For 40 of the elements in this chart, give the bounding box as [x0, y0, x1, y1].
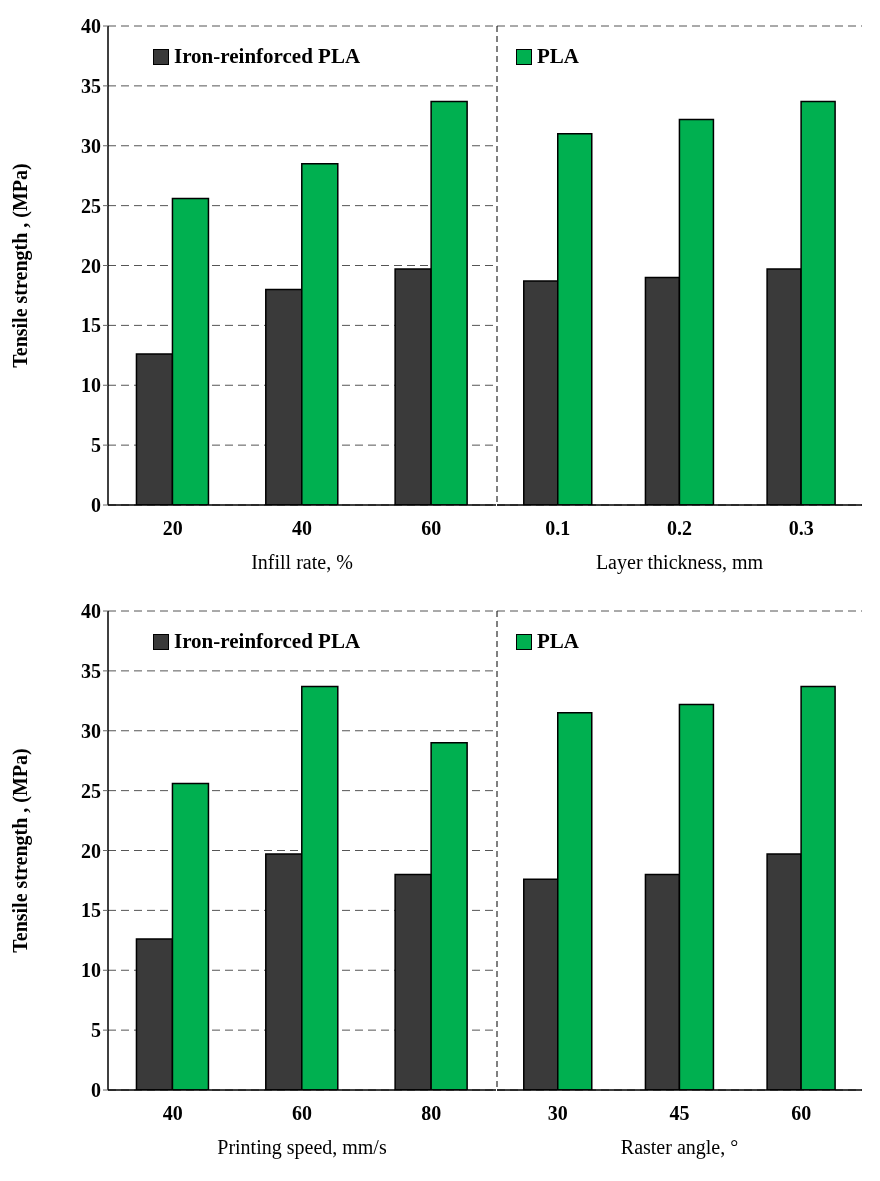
legend-label: Iron-reinforced PLA — [174, 44, 361, 69]
y-tick-label: 0 — [91, 494, 101, 517]
y-tick-label: 0 — [91, 1079, 101, 1102]
x-tick-label: 40 — [292, 517, 312, 540]
x-tick-label: 30 — [547, 1102, 568, 1125]
y-tick-label: 25 — [81, 194, 101, 217]
y-tick-label: 25 — [81, 779, 101, 802]
x-tick-label: 60 — [791, 1102, 812, 1125]
x-axis-title: Layer thickness, mm — [595, 551, 764, 574]
y-axis-title: Tensile strength , (MPa) — [9, 163, 33, 368]
x-tick-label: 80 — [421, 1102, 442, 1125]
y-tick-label: 35 — [81, 659, 101, 682]
x-tick-label: 0.1 — [545, 517, 571, 540]
y-tick-label: 5 — [91, 1019, 101, 1042]
x-tick-label: 60 — [292, 1102, 312, 1125]
y-tick-label: 30 — [81, 134, 101, 157]
legend-label: PLA — [537, 44, 579, 69]
y-tick-label: 10 — [81, 374, 101, 397]
x-axis-title: Printing speed, mm/s — [217, 1136, 387, 1159]
y-axis-title: Tensile strength , (MPa) — [9, 748, 33, 953]
y-tick-label: 40 — [81, 15, 101, 38]
x-tick-label: 20 — [162, 517, 183, 540]
y-tick-label: 20 — [81, 839, 101, 862]
y-tick-label: 15 — [81, 314, 101, 337]
x-tick-label: 40 — [162, 1102, 183, 1125]
x-tick-label: 0.2 — [667, 517, 692, 540]
y-tick-label: 35 — [81, 74, 101, 97]
y-tick-label: 10 — [81, 959, 101, 982]
y-tick-label: 40 — [81, 600, 101, 623]
x-tick-label: 60 — [421, 517, 442, 540]
y-tick-label: 30 — [81, 719, 101, 742]
legend-label: PLA — [537, 629, 579, 654]
x-axis-title: Raster angle, ° — [620, 1136, 739, 1159]
legend-label: Iron-reinforced PLA — [174, 629, 361, 654]
y-tick-label: 15 — [81, 899, 101, 922]
x-axis-title: Infill rate, % — [251, 551, 353, 573]
x-tick-label: 45 — [669, 1102, 690, 1125]
y-tick-label: 5 — [91, 434, 101, 457]
y-tick-label: 20 — [81, 254, 101, 277]
x-tick-label: 0.3 — [788, 517, 814, 540]
